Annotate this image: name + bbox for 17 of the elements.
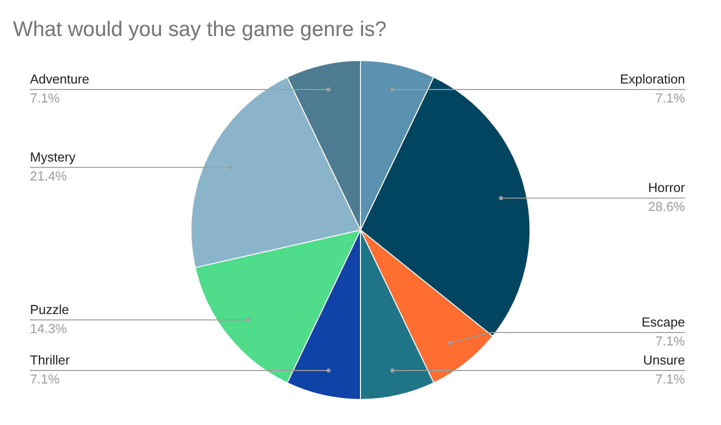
- chart-title: What would you say the game genre is?: [13, 18, 387, 42]
- slice-label: Adventure: [30, 72, 90, 87]
- slice-label: Exploration: [620, 72, 685, 87]
- slice-label: Mystery: [30, 149, 76, 164]
- data-label: 7.1%: [30, 90, 60, 106]
- slice-label: Escape: [642, 314, 685, 330]
- data-label: 7.1%: [655, 334, 686, 349]
- data-label: 28.6%: [648, 199, 686, 214]
- data-label: 21.4%: [30, 168, 68, 184]
- slice-label: Unsure: [643, 352, 685, 368]
- data-label: 14.3%: [30, 320, 68, 336]
- slice-label: Horror: [648, 180, 686, 196]
- data-label: 7.1%: [655, 372, 686, 387]
- slice-label: Puzzle: [30, 302, 70, 317]
- slice-label: Thriller: [30, 352, 70, 368]
- data-label: 7.1%: [655, 90, 686, 106]
- data-label: 7.1%: [30, 372, 60, 387]
